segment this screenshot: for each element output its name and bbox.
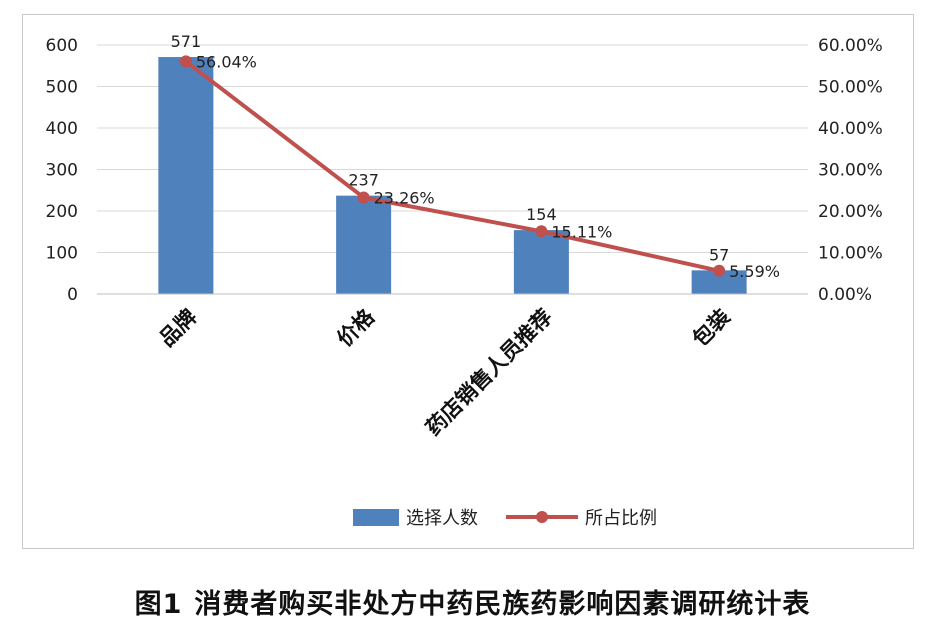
category-label: 药店销售人员推荐 bbox=[421, 305, 557, 441]
bar-data-label: 571 bbox=[171, 32, 202, 51]
line-point bbox=[535, 225, 548, 238]
y-left-tick-label: 200 bbox=[46, 202, 78, 222]
legend-label-line: 所占比例 bbox=[585, 508, 657, 529]
y-left-tick-label: 400 bbox=[46, 119, 78, 139]
line-point bbox=[713, 264, 726, 277]
y-left-tick-label: 100 bbox=[46, 244, 78, 264]
line-data-label: 15.11% bbox=[551, 222, 612, 241]
bar-data-label: 237 bbox=[348, 171, 379, 190]
bar bbox=[158, 57, 214, 294]
bar bbox=[691, 270, 747, 294]
figure-caption: 图1 消费者购买非处方中药民族药影响因素调研统计表 bbox=[0, 582, 945, 621]
y-right-tick-label: 40.00% bbox=[818, 119, 883, 139]
combo-chart: 0 100 200 300 400 500 600 0.00% 10.00% 20.00% 30.0… bbox=[46, 32, 883, 529]
ratio-line bbox=[184, 59, 720, 273]
figure-title: 消费者购买非处方中药民族药影响因素调研统计表 bbox=[194, 589, 811, 620]
category-label: 价格 bbox=[332, 304, 379, 351]
bar-data-label: 57 bbox=[709, 245, 729, 264]
legend-label-bars: 选择人数 bbox=[406, 508, 478, 529]
category-label: 品牌 bbox=[155, 305, 202, 352]
line-data-label: 56.04% bbox=[196, 52, 257, 71]
bar-data-label: 154 bbox=[526, 205, 557, 224]
y-left-tick-label: 600 bbox=[46, 36, 78, 56]
y-left-tick-label: 500 bbox=[46, 78, 78, 98]
line-data-label: 5.59% bbox=[729, 262, 780, 281]
y-left-tick-label: 300 bbox=[46, 161, 78, 181]
y-right-tick-label: 60.00% bbox=[818, 36, 883, 56]
category-label: 包装 bbox=[688, 305, 735, 352]
legend-swatch-bars bbox=[353, 509, 399, 526]
y-right-tick-label: 50.00% bbox=[818, 78, 883, 98]
line-data-label: 23.26% bbox=[374, 188, 435, 207]
y-right-tick-label: 20.00% bbox=[818, 202, 883, 222]
legend-swatch-marker bbox=[536, 511, 548, 523]
y-right-tick-label: 30.00% bbox=[818, 161, 883, 181]
y-right-tick-label: 10.00% bbox=[818, 244, 883, 264]
bar bbox=[336, 195, 392, 294]
y-left-tick-label: 0 bbox=[67, 285, 78, 305]
figure-number: 图1 bbox=[134, 589, 183, 620]
bar bbox=[513, 230, 569, 294]
line-point bbox=[357, 191, 370, 204]
y-right-tick-label: 0.00% bbox=[818, 285, 872, 305]
line-point bbox=[179, 55, 192, 68]
